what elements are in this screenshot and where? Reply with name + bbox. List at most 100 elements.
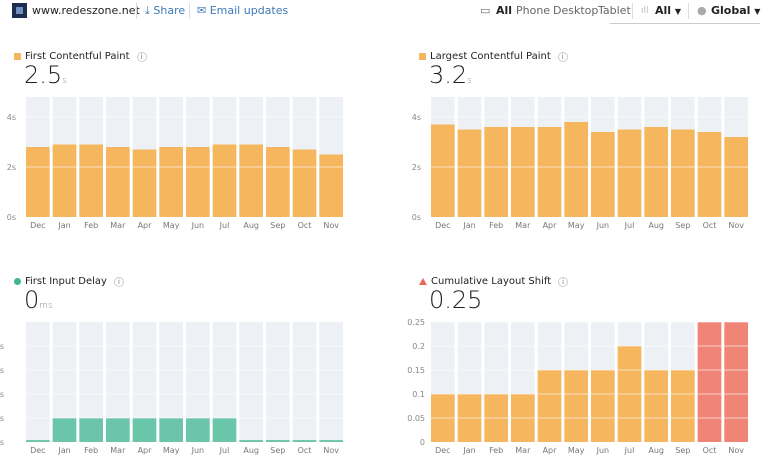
- bar-oct[interactable]: [292, 440, 317, 442]
- metric-name: First Contentful Paint: [25, 51, 130, 62]
- metric-value: 0.25: [429, 286, 482, 314]
- bar-dec[interactable]: [26, 147, 50, 217]
- y-tick-label: 0ms: [0, 438, 4, 447]
- bar-background: [79, 322, 103, 442]
- bar-apr[interactable]: [537, 127, 562, 217]
- bar-apr[interactable]: [537, 370, 562, 442]
- bar-jun[interactable]: [591, 370, 615, 442]
- bar-sep[interactable]: [671, 129, 695, 218]
- bar-may[interactable]: [564, 370, 588, 442]
- bar-mar[interactable]: [106, 418, 130, 442]
- bar-aug[interactable]: [239, 440, 263, 442]
- cls-panel: Cumulative Layout Shift i 0.25 Dec Jan Feb Mar…: [407, 276, 780, 476]
- x-tick-label: Jun: [191, 221, 205, 230]
- lcp-panel: Largest Contentful Paint i 3.2s Dec Jan Feb Ma…: [412, 51, 780, 251]
- bar-nov[interactable]: [724, 322, 748, 442]
- bar-sep[interactable]: [671, 370, 695, 442]
- x-tick-label: Aug: [648, 221, 664, 230]
- x-tick-label: May: [568, 446, 585, 455]
- y-tick-label: 75ms: [0, 366, 4, 375]
- bar-may[interactable]: [159, 147, 183, 217]
- metric-name: Largest Contentful Paint: [430, 51, 551, 62]
- bar-jan[interactable]: [52, 418, 77, 442]
- bar-background: [26, 322, 50, 442]
- x-tick-label: Jan: [57, 221, 70, 230]
- bar-background: [292, 322, 317, 442]
- y-tick-label: 50ms: [0, 390, 4, 399]
- device-tablet-tab[interactable]: Tablet: [598, 4, 631, 17]
- x-tick-label: Nov: [323, 221, 339, 230]
- bar-apr[interactable]: [132, 418, 157, 442]
- y-tick-label: 0s: [412, 213, 421, 222]
- bar-dec[interactable]: [431, 124, 455, 218]
- circle-marker-icon: [14, 278, 21, 285]
- x-tick-label: Feb: [84, 221, 98, 230]
- y-tick-label: 0.05: [407, 414, 425, 423]
- bar-feb[interactable]: [79, 144, 103, 218]
- x-tick-label: Oct: [298, 446, 312, 455]
- x-tick-label: Dec: [30, 221, 45, 230]
- value-unit: s: [467, 76, 472, 86]
- bar-background: [319, 322, 343, 442]
- bar-aug[interactable]: [644, 370, 668, 442]
- bar-jan[interactable]: [457, 129, 482, 218]
- bar-aug[interactable]: [644, 127, 668, 217]
- value-unit: s: [62, 76, 67, 86]
- x-tick-label: Sep: [675, 446, 690, 455]
- bar-jun[interactable]: [186, 418, 210, 442]
- info-icon[interactable]: i: [136, 51, 147, 62]
- bar-mar[interactable]: [106, 147, 130, 217]
- bar-mar[interactable]: [511, 127, 535, 217]
- bar-jul[interactable]: [617, 129, 642, 218]
- info-icon[interactable]: i: [557, 51, 568, 62]
- x-tick-label: Sep: [270, 221, 285, 230]
- info-icon[interactable]: i: [113, 276, 124, 287]
- x-tick-label: Jan: [462, 446, 475, 455]
- bar-jan[interactable]: [52, 144, 77, 218]
- region-dropdown[interactable]: Global ▼: [711, 4, 761, 17]
- x-tick-label: Nov: [728, 221, 744, 230]
- y-tick-label: 0.1: [412, 390, 425, 399]
- bar-nov[interactable]: [319, 440, 343, 442]
- device-all-tab[interactable]: All: [496, 4, 513, 17]
- bar-jun[interactable]: [591, 132, 615, 217]
- bar-may[interactable]: [159, 418, 183, 442]
- email-updates-button[interactable]: ✉ Email updates: [197, 4, 289, 17]
- bar-jul[interactable]: [212, 144, 237, 218]
- bar-feb[interactable]: [79, 418, 103, 442]
- y-tick-label: 0.2: [412, 342, 425, 351]
- x-tick-label: Sep: [675, 221, 690, 230]
- bar-sep[interactable]: [266, 440, 290, 442]
- bar-jul[interactable]: [212, 418, 237, 442]
- bar-oct[interactable]: [292, 149, 317, 218]
- envelope-icon: ✉: [197, 4, 207, 17]
- share-button[interactable]: ⤓ Share: [145, 4, 186, 17]
- top-bar: www.redeszone.net ⤓ Share ✉ Email update…: [0, 0, 780, 24]
- fcp-chart: Dec Jan Feb Mar Apr May Jun Jul Aug Sep Oct Nov 0s 2s…: [7, 97, 346, 230]
- cls-chart: Dec Jan Feb Mar Apr May Jun Jul Aug Sep Oct Nov 0 0.0…: [407, 318, 751, 455]
- bar-feb[interactable]: [484, 127, 508, 217]
- panel-title: First Input Delay i: [14, 276, 124, 287]
- lcp-chart: Dec Jan Feb Mar Apr May Jun Jul Aug Sep Oct Nov 0s 2s…: [412, 97, 751, 230]
- connection-dropdown[interactable]: All ▼: [655, 4, 682, 17]
- y-tick-label: 0.25: [407, 318, 425, 327]
- device-phone-tab[interactable]: Phone: [516, 4, 551, 17]
- bar-oct[interactable]: [697, 132, 722, 217]
- bar-background: [132, 322, 157, 442]
- y-tick-label: 2s: [7, 163, 16, 172]
- bar-dec[interactable]: [26, 440, 50, 442]
- bar-may[interactable]: [564, 122, 588, 217]
- bar-aug[interactable]: [239, 144, 263, 218]
- bar-apr[interactable]: [132, 149, 157, 218]
- bar-sep[interactable]: [266, 147, 290, 217]
- square-marker-icon: [419, 53, 426, 60]
- signal-icon: ıll: [641, 6, 649, 16]
- bar-nov[interactable]: [319, 154, 343, 218]
- info-icon[interactable]: i: [558, 276, 569, 287]
- fcp-panel: First Contentful Paint i 2.5s Dec Jan Feb Mar A…: [7, 51, 394, 251]
- x-tick-label: Oct: [298, 221, 312, 230]
- bar-oct[interactable]: [697, 322, 722, 442]
- device-desktop-tab[interactable]: Desktop: [553, 4, 599, 17]
- bar-nov[interactable]: [724, 137, 748, 217]
- bar-jun[interactable]: [186, 147, 210, 217]
